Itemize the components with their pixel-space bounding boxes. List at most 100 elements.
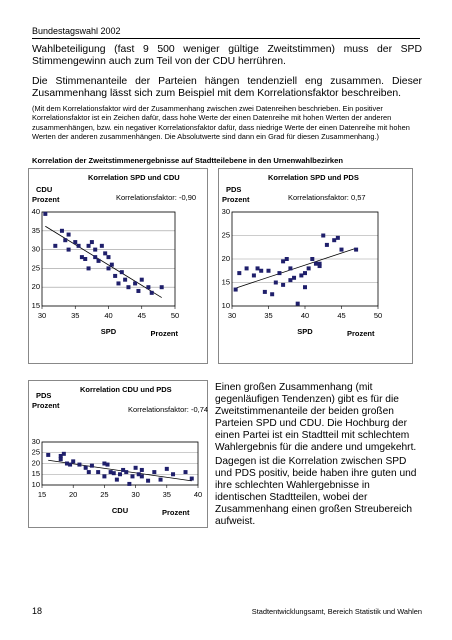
- y-tick-label: 20: [32, 282, 40, 291]
- point: [288, 266, 293, 271]
- point: [303, 271, 307, 276]
- point: [46, 452, 51, 457]
- plot-frame: [41, 441, 199, 486]
- point: [281, 282, 286, 287]
- point: [139, 474, 144, 479]
- point: [277, 271, 282, 276]
- point: [133, 281, 138, 286]
- point: [123, 277, 128, 282]
- point: [259, 268, 264, 273]
- y-tick-label: 25: [32, 263, 40, 272]
- point: [114, 477, 119, 482]
- point: [244, 266, 249, 271]
- y-unit: Prozent: [32, 195, 60, 204]
- point: [310, 257, 315, 261]
- point: [288, 278, 293, 283]
- y-tick-label: 40: [32, 207, 40, 216]
- note: (Mit dem Korrelationsfaktor wird der Zus…: [32, 104, 410, 142]
- x-tick-label: 25: [100, 490, 108, 499]
- point: [63, 238, 68, 243]
- point: [262, 289, 267, 294]
- point: [295, 301, 300, 306]
- x-unit: Prozent: [151, 329, 179, 338]
- y-tick-label: 25: [222, 230, 230, 239]
- point: [113, 273, 118, 278]
- point: [59, 228, 64, 233]
- y-tick-label: 10: [222, 301, 230, 310]
- x-tick-label: 30: [38, 311, 46, 320]
- x-tick-label: 35: [163, 490, 171, 499]
- point: [313, 261, 318, 266]
- x-label: SPD: [101, 327, 117, 336]
- point: [183, 470, 188, 475]
- point: [76, 243, 81, 248]
- x-tick-label: 40: [104, 311, 112, 320]
- point: [284, 257, 289, 261]
- point: [86, 243, 91, 248]
- point: [127, 481, 132, 486]
- y-tick-label: 10: [32, 480, 40, 489]
- annotation: Korrelationsfaktor: -0,90: [116, 193, 196, 202]
- x-label: CDU: [112, 506, 128, 515]
- point: [43, 211, 48, 216]
- side-paragraph: Dagegen ist die Korrelation zwischen SPD…: [215, 456, 417, 527]
- x-tick-label: 45: [337, 311, 345, 320]
- point: [332, 238, 337, 243]
- point: [133, 465, 138, 470]
- point: [77, 462, 82, 467]
- x-label: SPD: [297, 327, 313, 336]
- chart-title: Korrelation SPD und CDU: [88, 173, 180, 182]
- point: [53, 243, 58, 248]
- point: [233, 287, 238, 292]
- point: [317, 261, 322, 266]
- trend-line: [48, 459, 192, 482]
- point: [303, 285, 307, 290]
- point: [306, 266, 311, 271]
- y-unit: Prozent: [32, 401, 60, 410]
- point: [66, 247, 71, 252]
- point: [79, 255, 84, 260]
- annotation: Korrelationsfaktor: -0,74: [128, 405, 208, 414]
- y-tick-label: 15: [222, 277, 230, 286]
- chart-frame: [218, 168, 413, 364]
- y-tick-label: 15: [32, 301, 40, 310]
- point: [58, 453, 63, 458]
- x-tick-label: 40: [194, 490, 202, 499]
- point: [119, 270, 124, 275]
- point: [126, 285, 131, 290]
- trend-line: [235, 247, 357, 289]
- point: [255, 266, 260, 271]
- x-tick-label: 45: [138, 311, 146, 320]
- chart: Korrelation CDU und PDS Korrelationsfakto…: [28, 380, 208, 528]
- point: [189, 476, 194, 481]
- point: [96, 470, 101, 475]
- point: [136, 472, 141, 477]
- x-tick-label: 30: [228, 311, 236, 320]
- page-number: 18: [32, 606, 43, 616]
- y-label: CDU: [36, 185, 52, 194]
- x-unit: Prozent: [347, 329, 375, 338]
- point: [93, 247, 98, 252]
- point: [83, 465, 88, 470]
- point: [93, 255, 98, 260]
- point: [73, 240, 78, 245]
- point: [158, 477, 163, 482]
- point: [136, 288, 141, 293]
- point: [270, 292, 275, 297]
- x-tick-label: 40: [301, 311, 309, 320]
- y-tick-label: 20: [222, 254, 230, 263]
- plot-frame: [41, 211, 176, 307]
- point: [164, 466, 169, 471]
- point: [146, 478, 151, 483]
- y-tick-label: 30: [222, 207, 230, 216]
- point: [339, 247, 344, 252]
- point: [102, 474, 107, 479]
- y-label: PDS: [226, 185, 241, 194]
- point: [266, 268, 271, 273]
- point: [324, 242, 329, 247]
- y-unit: Prozent: [222, 195, 250, 204]
- point: [89, 240, 94, 245]
- header-title: Bundestagswahl 2002: [32, 26, 121, 36]
- point: [139, 277, 144, 282]
